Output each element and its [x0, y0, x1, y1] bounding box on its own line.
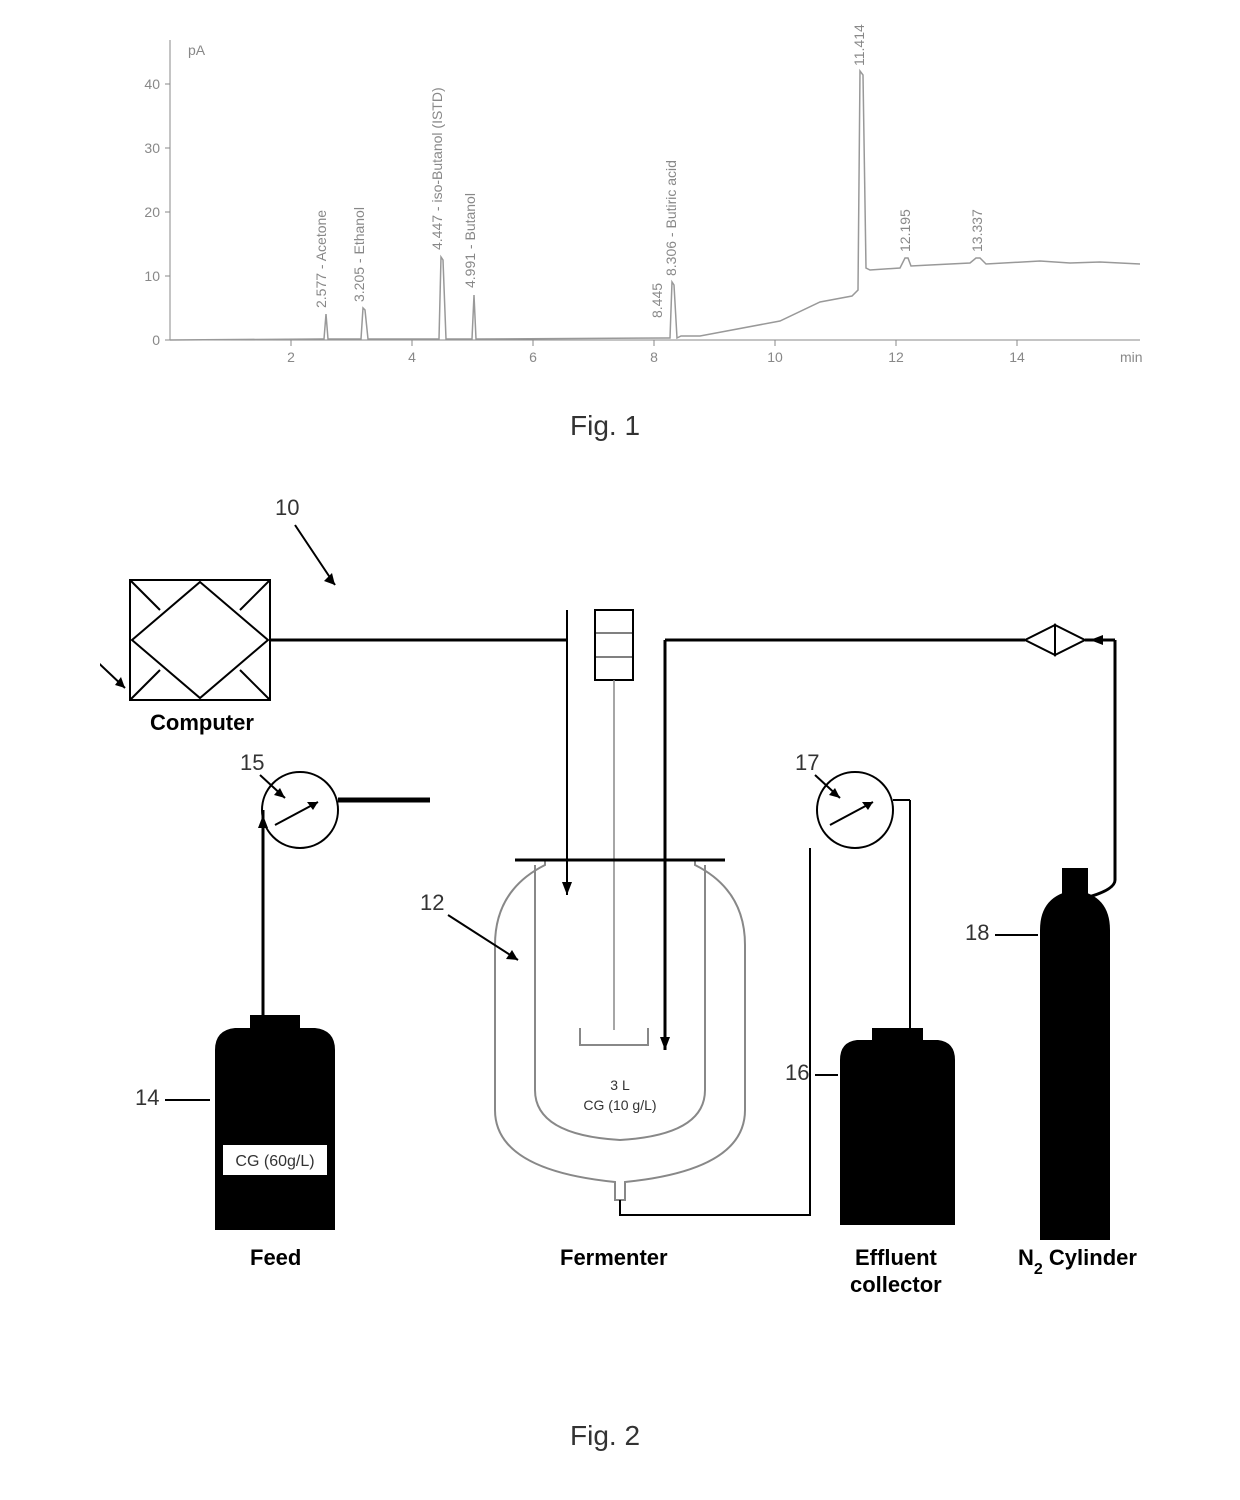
fermenter-text2: CG (10 g/L): [583, 1097, 656, 1113]
ytick-0: 0: [152, 332, 160, 348]
effluent-label1: Effluent: [855, 1245, 938, 1270]
xtick-6: 6: [529, 349, 537, 365]
peak-butiric: 8.306 - Butiric acid: [663, 160, 679, 276]
fig2-label: Fig. 2: [570, 1420, 640, 1452]
ref-15: 15: [240, 750, 264, 775]
ref-10: 10: [275, 495, 335, 585]
svg-text:10: 10: [275, 495, 299, 520]
peak-acetone: 2.577 - Acetone: [313, 210, 329, 308]
ref-20: 20: [100, 630, 125, 688]
svg-text:18: 18: [965, 920, 989, 945]
process-diagram-svg: Computer 20 10 CG (60g/L) F: [100, 470, 1160, 1390]
effluent-bottle: [840, 1028, 955, 1225]
svg-text:14: 14: [135, 1085, 159, 1110]
ytick-30: 30: [144, 140, 160, 156]
controller-arrow-l: [562, 882, 572, 895]
computer-symbol: [130, 580, 270, 700]
ref-12: 12: [420, 890, 518, 960]
computer-label: Computer: [150, 710, 254, 735]
ref-14: 14: [135, 1085, 210, 1110]
ref-16: 16: [785, 1060, 838, 1085]
line-feed-up-arrow: [258, 815, 268, 828]
peak-8445: 8.445: [649, 283, 665, 318]
ytick-20: 20: [144, 204, 160, 220]
peak-11414: 11.414: [851, 24, 867, 66]
ref-18: 18: [965, 920, 1038, 945]
xtick-4: 4: [408, 349, 416, 365]
n2-down-arrow: [660, 1037, 670, 1050]
xtick-8: 8: [650, 349, 658, 365]
feed-bottle: CG (60g/L): [215, 1015, 335, 1230]
effluent-pump: [817, 772, 893, 848]
peak-butanol: 4.991 - Butanol: [462, 193, 478, 288]
fig2-diagram: Computer 20 10 CG (60g/L) F: [100, 470, 1160, 1390]
effluent-label2: collector: [850, 1272, 942, 1297]
xtick-2: 2: [287, 349, 295, 365]
valve-arrow: [1090, 635, 1103, 645]
peak-ethanol: 3.205 - Ethanol: [351, 207, 367, 302]
y-axis-label: pA: [188, 42, 206, 58]
svg-text:16: 16: [785, 1060, 809, 1085]
x-axis-label: min: [1120, 349, 1143, 365]
fermenter-text1: 3 L: [610, 1077, 630, 1093]
feed-label: Feed: [250, 1245, 301, 1270]
x-ticks: 2 4 6 8 10 12 14: [287, 340, 1025, 365]
n2-cylinder: [1040, 868, 1110, 1240]
xtick-12: 12: [888, 349, 904, 365]
xtick-10: 10: [767, 349, 783, 365]
xtick-14: 14: [1009, 349, 1025, 365]
ref-17: 17: [795, 750, 819, 775]
peak-labels: 2.577 - Acetone 3.205 - Ethanol 4.447 - …: [313, 24, 985, 318]
chromatogram-svg: 0 10 20 30 40 2 4 6 8 10 12 14 pA min 2.…: [100, 20, 1160, 390]
peak-isobutanol: 4.447 - iso-Butanol (ISTD): [429, 87, 445, 250]
fig1-label: Fig. 1: [570, 410, 640, 442]
valve-icon: [1025, 625, 1085, 655]
fermenter-vessel: 3 L CG (10 g/L): [495, 860, 745, 1200]
peak-12195: 12.195: [897, 209, 913, 252]
fermenter-label: Fermenter: [560, 1245, 668, 1270]
peak-13337: 13.337: [969, 209, 985, 252]
y-ticks: 0 10 20 30 40: [144, 76, 170, 348]
chart-axes: 0 10 20 30 40 2 4 6 8 10 12 14 pA min: [144, 40, 1142, 365]
ytick-10: 10: [144, 268, 160, 284]
fig1-chart: 0 10 20 30 40 2 4 6 8 10 12 14 pA min 2.…: [100, 20, 1160, 390]
ytick-40: 40: [144, 76, 160, 92]
feed-sublabel: CG (60g/L): [235, 1153, 314, 1170]
n2-label: N2 Cylinder: [1018, 1245, 1137, 1278]
feed-pump: [262, 772, 338, 848]
svg-text:12: 12: [420, 890, 444, 915]
controller-block: [595, 610, 633, 680]
